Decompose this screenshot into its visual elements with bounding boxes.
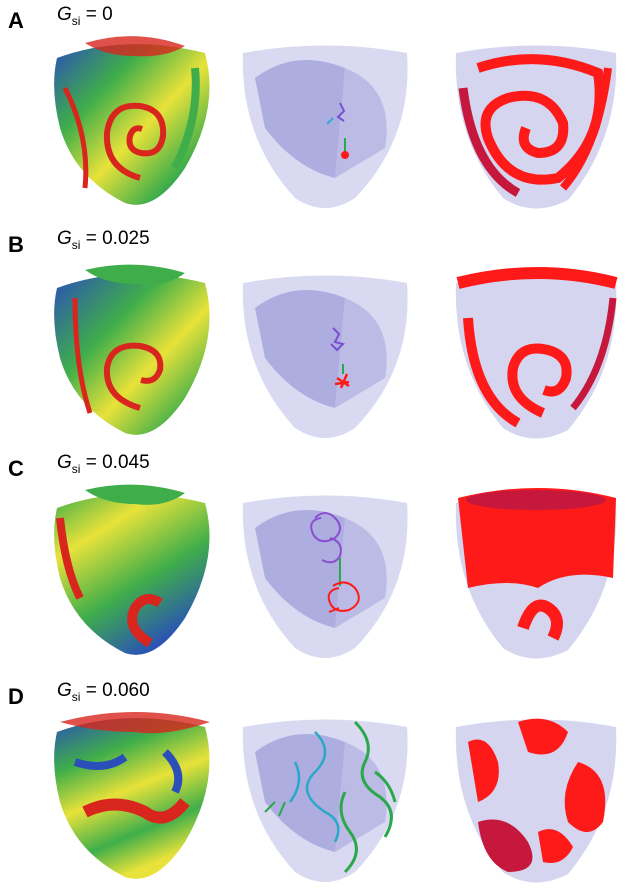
isosurface-heart [448,258,623,448]
panel-letter: C [8,456,24,481]
isosurface-heart [448,478,623,668]
voltage-surface-heart [45,28,220,218]
ghost-heart-filaments [235,478,415,668]
ghost-heart-filaments [235,28,415,218]
panel-b: B Gsi = 0.025 [0,224,628,446]
ghost-heart-filaments [235,702,415,892]
gsi-label: Gsi = 0.045 [57,452,150,476]
panel-letter: D [8,684,24,709]
voltage-surface-heart [45,258,220,448]
gsi-label: Gsi = 0.025 [57,228,150,252]
isosurface-heart [448,702,623,892]
isosurface-heart [448,28,623,218]
gsi-label: Gsi = 0.060 [57,680,150,704]
panel-letter: B [8,232,24,257]
voltage-surface-heart [45,702,220,892]
panel-a: A Gsi = 0 [0,0,628,222]
ghost-heart-filaments [235,258,415,448]
voltage-surface-heart [45,478,220,668]
panel-letter: A [8,8,24,33]
panel-d: D Gsi = 0.060 [0,672,628,893]
gsi-label: Gsi = 0 [57,4,113,28]
panel-c: C Gsi = 0.045 [0,448,628,670]
